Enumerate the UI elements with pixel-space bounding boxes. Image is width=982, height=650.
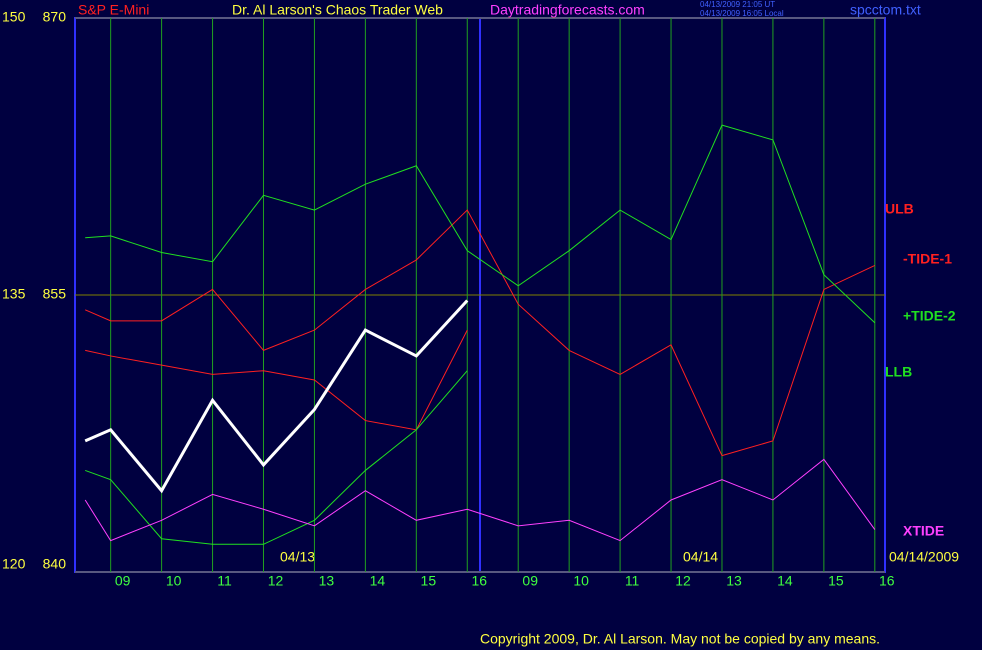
symbol: S&P E-Mini (78, 2, 149, 18)
chart-title: Dr. Al Larson's Chaos Trader Web (232, 2, 443, 18)
x-tick-label: 11 (625, 573, 640, 589)
legend-label: ULB (885, 201, 914, 217)
x-tick-label: 11 (217, 573, 232, 589)
x-tick-label: 09 (115, 573, 131, 589)
x-tick-label: 13 (726, 573, 742, 589)
series-line (85, 370, 468, 545)
x-tick-label: 16 (879, 573, 895, 589)
series-line (85, 124, 876, 324)
legend-label: LLB (885, 364, 912, 380)
timestamp: 04/13/2009 21:05 UT (700, 0, 775, 9)
y2-tick-label: 150 (2, 9, 26, 25)
timestamp: 04/13/2009 16:05 Local (700, 9, 784, 18)
x-tick-label: 14 (370, 573, 386, 589)
series-line (84, 209, 876, 457)
y-tick-label: 870 (43, 9, 67, 25)
y2-tick-label: 120 (2, 556, 26, 572)
price-line (84, 299, 469, 494)
date-label: 04/13 (280, 549, 315, 565)
series-line (84, 458, 876, 542)
x-tick-label: 16 (471, 573, 487, 589)
x-tick-label: 10 (573, 573, 589, 589)
x-tick-label: 13 (319, 573, 335, 589)
y-tick-label: 855 (43, 286, 67, 302)
x-tick-label: 15 (421, 573, 437, 589)
series-line (85, 329, 468, 431)
legend-label: XTIDE (903, 523, 944, 539)
x-tick-label: 14 (777, 573, 793, 589)
y2-tick-label: 135 (2, 286, 26, 302)
legend-label: +TIDE-2 (903, 308, 956, 324)
x-tick-label: 09 (522, 573, 538, 589)
site: Daytradingforecasts.com (490, 2, 645, 18)
x-tick-label: 12 (675, 573, 691, 589)
date-label: 04/14 (683, 549, 718, 565)
x-tick-label: 10 (166, 573, 182, 589)
legend-label: -TIDE-1 (903, 251, 952, 267)
file-name: spcctom.txt (850, 2, 921, 18)
y-tick-label: 840 (43, 556, 67, 572)
date-label: 04/14/2009 (889, 549, 959, 565)
copyright: Copyright 2009, Dr. Al Larson. May not b… (480, 631, 880, 647)
x-tick-label: 12 (268, 573, 284, 589)
x-tick-label: 15 (828, 573, 844, 589)
